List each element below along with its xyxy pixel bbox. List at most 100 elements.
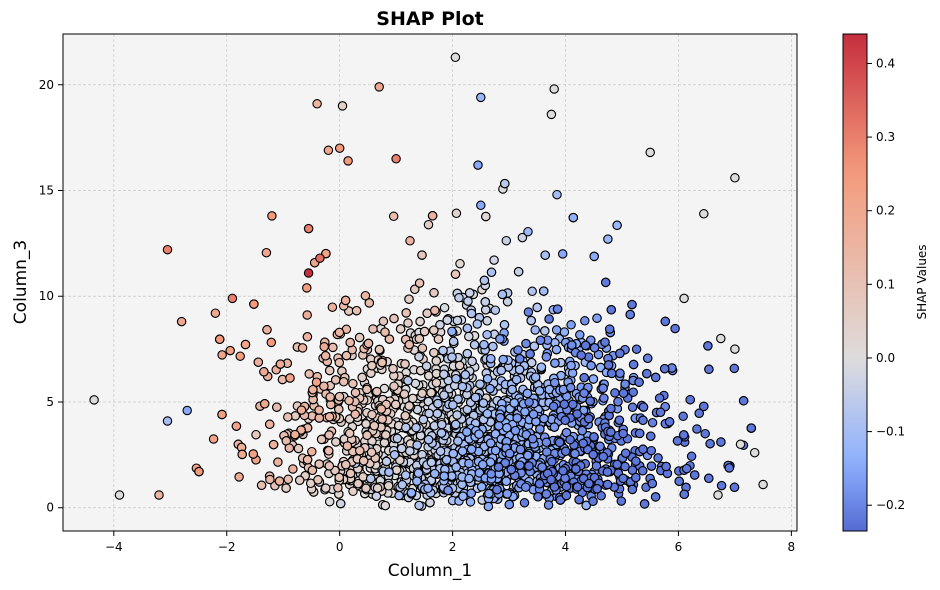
scatter-point [618, 428, 628, 439]
scatter-point [679, 489, 690, 500]
colorbar-tick-label: 0.4 [876, 56, 895, 70]
scatter-point [362, 384, 372, 395]
scatter-point [627, 402, 638, 413]
scatter-point [447, 352, 457, 362]
scatter-point [419, 326, 430, 337]
scatter-point [478, 459, 488, 470]
scatter-point [451, 373, 461, 384]
scatter-point [442, 315, 453, 325]
scatter-point [634, 428, 645, 439]
scatter-point [290, 429, 300, 440]
scatter-point [253, 357, 264, 367]
scatter-point [447, 326, 457, 337]
scatter-point [580, 316, 590, 326]
scatter-point [324, 496, 335, 507]
scatter-point [433, 334, 444, 344]
y-axis-label: Column_3 [11, 240, 31, 324]
scatter-point [256, 480, 267, 491]
scatter-point [549, 377, 560, 388]
scatter-point [681, 463, 692, 474]
scatter-point [551, 325, 562, 335]
scatter-point [486, 267, 497, 278]
scatter-point [724, 463, 735, 473]
scatter-points [89, 52, 768, 512]
scatter-point [262, 325, 272, 335]
scatter-point [261, 247, 272, 258]
scatter-point [485, 383, 495, 394]
scatter-point [479, 275, 490, 286]
scatter-point [320, 483, 331, 493]
scatter-point [431, 356, 442, 366]
scatter-point [267, 211, 277, 221]
scatter-point [758, 479, 768, 490]
scatter-point [549, 84, 559, 94]
scatter-point [411, 422, 421, 433]
scatter-point [490, 305, 501, 315]
scatter-point [749, 447, 760, 458]
scatter-point [304, 369, 314, 379]
scatter-point [307, 446, 317, 457]
scatter-point [348, 378, 358, 389]
scatter-point [334, 404, 344, 415]
scatter-point [360, 290, 371, 301]
scatter-point [464, 288, 475, 298]
scatter-point [334, 143, 345, 153]
scatter-point [554, 437, 565, 448]
scatter-point [217, 350, 227, 360]
scatter-point [426, 457, 437, 468]
scatter-point [248, 449, 259, 459]
scatter-point [381, 430, 391, 440]
scatter-point [631, 456, 641, 466]
scatter-point [423, 483, 433, 494]
scatter-point [716, 480, 727, 491]
scatter-point [476, 92, 486, 103]
scatter-point [481, 211, 491, 222]
scatter-point [323, 446, 334, 456]
scatter-point [368, 324, 378, 334]
scatter-point [497, 289, 508, 300]
scatter-point [454, 293, 464, 303]
scatter-point [507, 384, 517, 395]
scatter-point [541, 437, 552, 448]
scatter-point [367, 360, 377, 371]
colorbar-label: SHAP Values [915, 244, 929, 319]
scatter-point [423, 219, 434, 230]
scatter-point [296, 405, 307, 415]
scatter-point [472, 319, 483, 329]
scatter-point [561, 490, 572, 501]
scatter-point [334, 357, 345, 368]
scatter-point [275, 359, 286, 369]
scatter-point [237, 449, 247, 460]
x-tick-label: −4 [105, 540, 123, 554]
scatter-point [653, 453, 663, 463]
scatter-point [327, 302, 338, 312]
scatter-point [517, 232, 528, 243]
scatter-point [383, 481, 394, 491]
scatter-point [405, 446, 415, 456]
scatter-point [460, 370, 471, 380]
scatter-point [452, 410, 462, 420]
scatter-point [266, 337, 277, 348]
scatter-point [350, 387, 361, 398]
scatter-point [577, 425, 587, 436]
scatter-point [281, 483, 291, 493]
scatter-point [415, 316, 425, 327]
scatter-point [372, 386, 382, 397]
scatter-point [699, 209, 709, 219]
scatter-point [439, 471, 449, 481]
scatter-point [208, 434, 219, 444]
scatter-point [182, 405, 192, 416]
scatter-point [475, 379, 485, 389]
scatter-point [738, 396, 749, 406]
scatter-point [631, 344, 642, 354]
scatter-point [551, 344, 562, 355]
scatter-point [210, 308, 221, 318]
scatter-point [324, 430, 334, 440]
scatter-point [679, 293, 689, 304]
scatter-point [438, 345, 448, 356]
scatter-point [399, 389, 410, 399]
x-tick-label: −2 [218, 540, 236, 554]
scatter-point [716, 437, 726, 447]
scatter-point [540, 326, 550, 336]
scatter-point [439, 390, 449, 400]
